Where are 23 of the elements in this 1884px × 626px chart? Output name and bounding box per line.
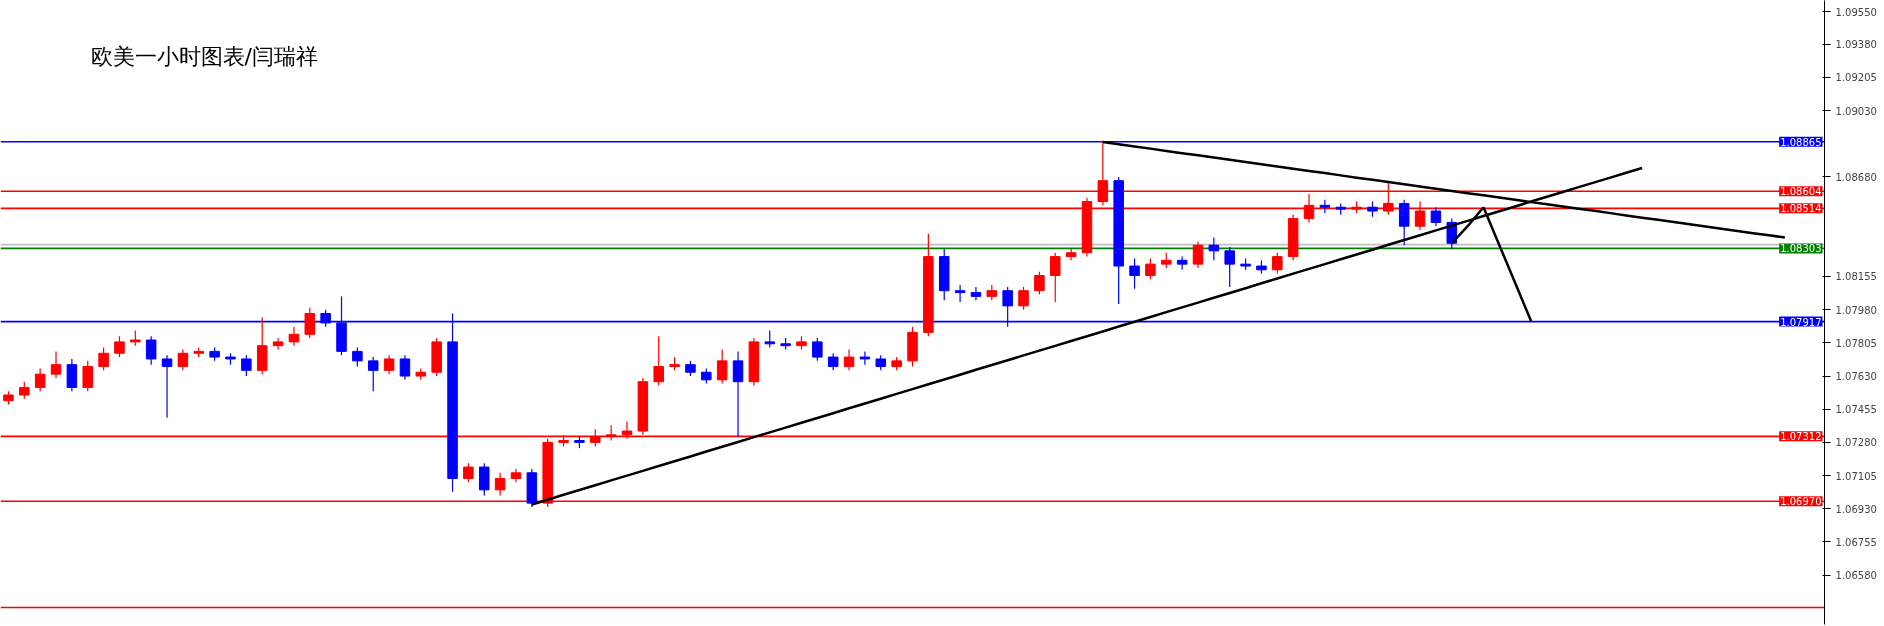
ref-line-label: 1.07312 <box>1780 431 1822 443</box>
y-tick-label: 1.09550 <box>1835 6 1877 18</box>
y-tick-label: 1.07630 <box>1835 371 1877 383</box>
y-tick-label: 1.06930 <box>1835 503 1877 515</box>
y-tick-label: 1.08680 <box>1835 171 1877 183</box>
y-tick-label: 1.07280 <box>1835 437 1877 449</box>
y-tick-label: 1.09380 <box>1835 39 1877 51</box>
ref-line-label: 1.08865 <box>1780 136 1822 148</box>
y-tick-label: 1.08155 <box>1835 271 1877 283</box>
ref-line-label: 1.08514 <box>1780 203 1822 215</box>
text: 欧美一小时图表/闫瑞祥 <box>90 43 318 69</box>
y-tick-label: 1.07805 <box>1835 337 1877 349</box>
y-tick-label: 1.09030 <box>1835 105 1877 117</box>
y-tick-label: 1.06755 <box>1835 537 1877 548</box>
ref-line-label: 1.07917 <box>1780 316 1822 328</box>
ref-line-label: 1.08604 <box>1780 186 1822 198</box>
y-tick-label: 1.06580 <box>1835 570 1877 582</box>
y-tick-label: 1.07455 <box>1835 404 1877 416</box>
y-tick-label: 1.09205 <box>1835 72 1877 84</box>
ref-line-label: 1.06970 <box>1780 496 1822 508</box>
y-tick-label: 1.07980 <box>1835 304 1877 316</box>
ref-line-label: 1.08303 <box>1780 243 1822 255</box>
y-tick-label: 1.07105 <box>1835 470 1877 482</box>
